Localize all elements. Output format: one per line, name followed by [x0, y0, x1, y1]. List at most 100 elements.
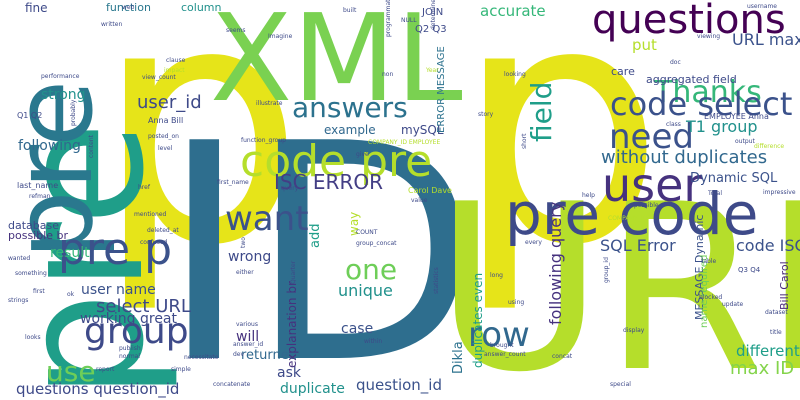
word-refman: refman [29, 194, 50, 200]
word-seems: seems [226, 28, 245, 34]
word-strings: strings [8, 298, 28, 304]
word-built: built [343, 8, 356, 14]
word-publish: publish [119, 346, 141, 352]
word-explanation-br: explanation br [286, 281, 298, 368]
word-carol-dave: Carol Dave [408, 187, 452, 195]
word-want: want [225, 202, 309, 236]
word-deleted-at: deleted_at [147, 228, 179, 234]
word-display: display [623, 328, 644, 334]
word-wanted: wanted [8, 256, 30, 262]
word-two: two [241, 237, 247, 248]
word-total: Total [708, 191, 722, 197]
word-duplicate: duplicate [280, 382, 345, 396]
word-q3-q4: Q3 Q4 [738, 267, 760, 274]
word-blocked: blocked [699, 295, 722, 301]
word-result: result [50, 246, 90, 260]
word-determine: determine [431, 0, 437, 30]
word-user-id: user_id [137, 94, 202, 112]
word-put: put [632, 38, 657, 53]
word-following: following [18, 139, 81, 153]
word-error-message: ERROR MESSAGE [437, 46, 447, 133]
word-necessitate: necessitate [184, 355, 218, 361]
word-ask: ask [277, 366, 301, 380]
word-answer-id: answer_id [233, 342, 263, 348]
word-working-great: working great [80, 312, 177, 326]
word-count: COUNT [356, 230, 377, 236]
word-without-duplicates: without duplicates [601, 149, 767, 167]
word-level: level [158, 146, 172, 152]
word-url-max: URL max [732, 32, 800, 48]
word-statistics: statistics [434, 267, 440, 294]
word-company-id-employee: COMPANY_ID EMPLOYEE [368, 140, 440, 146]
word-doc: doc [670, 60, 681, 66]
word-query: query [281, 186, 298, 192]
word-output: output [735, 139, 755, 145]
word-within: within [364, 339, 382, 345]
word-column: column [181, 2, 222, 13]
word-probably: probably [71, 100, 77, 126]
word-max-id: max ID [730, 360, 794, 378]
word-questions-question-id: questions question_id [16, 382, 179, 397]
word-fine: fine [25, 2, 48, 14]
word-quarter: Quarter [291, 261, 297, 284]
word-brought: brought [490, 343, 514, 349]
word-looks: looks [25, 335, 41, 341]
word-null: NULL [401, 18, 417, 24]
word-concat: concat [552, 354, 572, 360]
word-viewing: viewing [697, 34, 720, 40]
word-answer-count: answer_count [484, 352, 526, 358]
word-either: either [236, 270, 254, 276]
word-clause: clause [166, 58, 185, 64]
word-case: case [341, 322, 373, 336]
word-t1-group: T1 group [686, 119, 758, 135]
word-care: care [611, 66, 635, 77]
word-story: story [478, 112, 493, 118]
word-function-group: function_group [241, 138, 286, 144]
word-help: help [582, 193, 595, 199]
word-username: username [747, 4, 777, 10]
word-group-id: group_id [604, 257, 610, 283]
word-add: add [309, 224, 322, 248]
word-possible: possible [634, 203, 659, 209]
word-field: field [528, 82, 556, 142]
word-bill-carol: Bill Carol [779, 261, 790, 310]
word-illustrate: illustrate [256, 101, 282, 107]
word-using: using [508, 300, 524, 306]
word-unique: unique [338, 283, 393, 299]
word-one: one [345, 256, 397, 284]
word-sql-error: SQL Error [600, 238, 676, 254]
word-answers: answers [292, 94, 408, 122]
word-first: first [33, 289, 45, 295]
word-dynamic-sql: Dynamic SQL [690, 172, 777, 185]
word-user-name: user name [81, 283, 156, 297]
word-content: content [89, 135, 95, 158]
word-give: give [356, 152, 369, 158]
word-dikla: Dikla [452, 341, 465, 374]
word-last-name: last_name [17, 182, 58, 190]
word-update: update [722, 302, 743, 308]
word-wrong: wrong [228, 250, 271, 264]
word-concatenate: concatenate [213, 382, 250, 388]
word-ok: ok [67, 292, 74, 298]
word-dev: dev [233, 352, 244, 358]
word-impressive: impressive [763, 190, 796, 196]
word-web: web [122, 5, 134, 11]
word-long: long [490, 273, 503, 279]
word-possible-br: possible br [8, 230, 68, 241]
word-programmatically: programmatically [386, 0, 392, 37]
word-looking: looking [504, 72, 526, 78]
word-accurate: accurate [480, 4, 546, 19]
word-normal: normal [119, 354, 140, 360]
word-following-query: following query [548, 202, 564, 325]
word-various: various [236, 322, 258, 328]
word-title: title [770, 330, 782, 336]
word-code-isc: code ISC [736, 238, 800, 254]
word-table: table [701, 259, 716, 265]
word-non: non [382, 72, 393, 78]
word-written: written [101, 22, 122, 28]
word-mentioned: mentioned [134, 212, 166, 218]
word-company-id: COMPANY_ID [608, 216, 647, 222]
word-question-id: question_id [356, 378, 442, 393]
word-performance: performance [41, 74, 79, 80]
